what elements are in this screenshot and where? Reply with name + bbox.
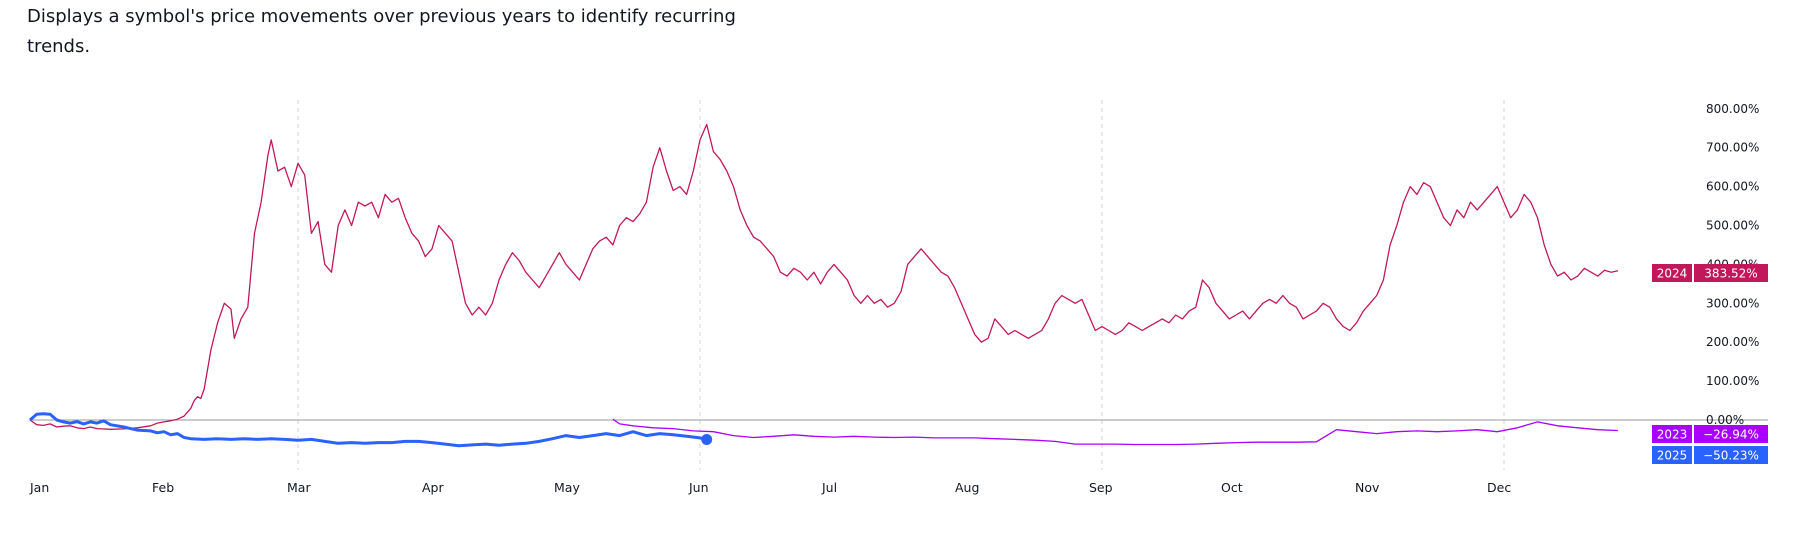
series-line-2023 (612, 418, 1618, 446)
badge-value-label: −26.94% (1703, 428, 1759, 442)
badge-year-bg (1652, 425, 1692, 443)
x-tick-label-aug: Aug (955, 480, 979, 495)
series-lines (29, 123, 1619, 448)
badge-year-label: 2025 (1657, 449, 1688, 463)
badge-year-bg (1652, 446, 1692, 464)
series-markers (701, 434, 713, 446)
x-axis-ticks: Jan Feb Mar Apr May Jun Jul Aug Sep Oct Nov Dec (29, 480, 1511, 495)
badge-value-bg (1694, 264, 1768, 282)
badge-year-label: 2024 (1657, 267, 1688, 281)
series-line-2024 (29, 123, 1619, 430)
badge-value-label: 383.52% (1704, 267, 1757, 281)
x-tick-label-nov: Nov (1355, 480, 1380, 495)
y-tick-label: 700.00% (1706, 141, 1759, 155)
badge-value-bg (1694, 425, 1768, 443)
x-tick-label-sep: Sep (1089, 480, 1113, 495)
y-axis-ticks: 800.00%700.00%600.00%500.00%400.00%300.0… (1706, 102, 1764, 466)
y-tick-label: 800.00% (1706, 102, 1759, 116)
x-tick-label-feb: Feb (152, 480, 174, 495)
badge-2025: 2025 −50.23% (1652, 446, 1768, 464)
x-tick-label-dec: Dec (1487, 480, 1511, 495)
y-tick-label: 500.00% (1706, 219, 1759, 233)
badge-2023: 2023 −26.94% (1652, 425, 1768, 443)
last-value-badges: 2024 383.52% 2023 −26.94% 2025 −50.23% (1652, 264, 1768, 464)
x-tick-label-jun: Jun (688, 480, 709, 495)
y-tick-label: 100.00% (1706, 374, 1759, 388)
x-tick-label-jan: Jan (29, 480, 49, 495)
badge-value-label: −50.23% (1703, 449, 1759, 463)
series-end-marker-2025 (701, 434, 713, 446)
chart-description: Displays a symbol's price movements over… (27, 6, 736, 57)
x-tick-label-oct: Oct (1221, 480, 1243, 495)
y-tick-label: 300.00% (1706, 296, 1759, 310)
badge-value-bg (1694, 446, 1768, 464)
series-line-2025 (29, 412, 708, 448)
gridlines (297, 100, 1505, 470)
x-tick-label-jul: Jul (821, 480, 837, 495)
y-tick-label: 200.00% (1706, 335, 1759, 349)
badge-2024: 2024 383.52% (1652, 264, 1768, 282)
badge-year-bg (1652, 264, 1692, 282)
x-tick-label-may: May (554, 480, 580, 495)
x-tick-label-apr: Apr (422, 480, 444, 495)
y-tick-label: 0.00% (1706, 413, 1744, 427)
y-tick-label: 600.00% (1706, 180, 1759, 194)
x-tick-label-mar: Mar (287, 480, 311, 495)
badge-year-label: 2023 (1657, 428, 1688, 442)
